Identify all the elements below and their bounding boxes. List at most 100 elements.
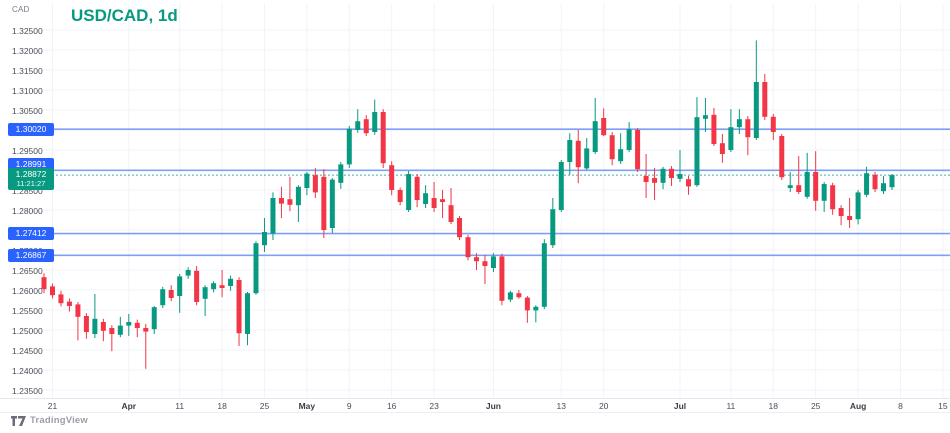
candle[interactable] xyxy=(287,176,293,212)
candle[interactable] xyxy=(465,234,471,261)
candle[interactable] xyxy=(66,298,72,312)
candle[interactable] xyxy=(151,306,157,334)
candle[interactable] xyxy=(694,97,700,187)
candle[interactable] xyxy=(448,188,454,224)
candle[interactable] xyxy=(168,285,174,302)
price-level-badge[interactable]: 1.27412 xyxy=(8,227,54,241)
candle[interactable] xyxy=(406,170,412,212)
candle[interactable] xyxy=(245,292,251,346)
candle[interactable] xyxy=(770,114,776,140)
candle[interactable] xyxy=(881,176,887,194)
candle[interactable] xyxy=(635,128,641,172)
candle[interactable] xyxy=(83,313,89,339)
candle[interactable] xyxy=(134,319,140,338)
candle[interactable] xyxy=(338,162,344,189)
candle[interactable] xyxy=(473,253,479,270)
candle[interactable] xyxy=(660,166,666,190)
candle[interactable] xyxy=(838,205,844,226)
candle[interactable] xyxy=(202,285,208,316)
candle[interactable] xyxy=(745,116,751,156)
candle[interactable] xyxy=(652,168,658,200)
candle[interactable] xyxy=(677,150,683,182)
candle[interactable] xyxy=(58,290,64,307)
candle[interactable] xyxy=(719,134,725,163)
candle[interactable] xyxy=(685,176,691,195)
candle[interactable] xyxy=(117,316,123,338)
candle[interactable] xyxy=(643,154,649,198)
candle[interactable] xyxy=(626,122,632,152)
candle[interactable] xyxy=(601,108,607,136)
candle[interactable] xyxy=(312,168,318,198)
candle[interactable] xyxy=(558,160,564,212)
candle[interactable] xyxy=(584,138,590,170)
candle[interactable] xyxy=(753,40,759,140)
candle[interactable] xyxy=(329,178,335,234)
candle[interactable] xyxy=(49,283,55,299)
candle[interactable] xyxy=(253,241,259,295)
candle[interactable] xyxy=(177,274,183,313)
price-level-badge[interactable]: 1.28991 xyxy=(8,157,54,171)
candle[interactable] xyxy=(304,172,310,196)
candle[interactable] xyxy=(567,133,573,175)
price-lines-layer[interactable] xyxy=(8,128,950,257)
candle[interactable] xyxy=(533,305,539,323)
candle[interactable] xyxy=(796,156,802,194)
candle[interactable] xyxy=(100,318,106,342)
candle[interactable] xyxy=(355,109,361,133)
candle[interactable] xyxy=(236,277,242,346)
candle[interactable] xyxy=(813,151,819,211)
candle[interactable] xyxy=(592,98,598,154)
candle[interactable] xyxy=(575,130,581,184)
candle[interactable] xyxy=(41,273,47,294)
symbol-title[interactable]: USD/CAD, 1d xyxy=(71,6,178,25)
candle[interactable] xyxy=(160,286,166,308)
candle[interactable] xyxy=(804,152,810,199)
candle[interactable] xyxy=(711,108,717,146)
candle[interactable] xyxy=(295,185,301,222)
candle[interactable] xyxy=(872,172,878,192)
candle[interactable] xyxy=(423,185,429,208)
candle[interactable] xyxy=(431,182,437,212)
tradingview-logo[interactable]: TradingView xyxy=(11,415,88,426)
candle[interactable] xyxy=(278,186,284,218)
candle[interactable] xyxy=(482,254,488,284)
candle[interactable] xyxy=(440,190,446,218)
candle[interactable] xyxy=(618,133,624,164)
candle[interactable] xyxy=(728,109,734,152)
candle[interactable] xyxy=(779,134,785,180)
candle[interactable] xyxy=(211,281,217,293)
candle[interactable] xyxy=(75,302,81,341)
price-level-badge[interactable]: 1.26867 xyxy=(8,248,54,262)
candle[interactable] xyxy=(92,294,98,338)
candle[interactable] xyxy=(787,172,793,192)
candle[interactable] xyxy=(702,98,708,132)
candle[interactable] xyxy=(261,218,267,252)
candle[interactable] xyxy=(389,161,395,196)
candle[interactable] xyxy=(762,74,768,120)
candle[interactable] xyxy=(346,126,352,168)
candle[interactable] xyxy=(847,198,853,228)
candle[interactable] xyxy=(143,324,149,369)
candle[interactable] xyxy=(507,290,513,302)
candle[interactable] xyxy=(516,290,522,299)
candle[interactable] xyxy=(109,325,115,352)
candle[interactable] xyxy=(550,198,556,248)
candle[interactable] xyxy=(736,109,742,134)
candle[interactable] xyxy=(397,187,403,206)
candle[interactable] xyxy=(457,216,463,240)
candle[interactable] xyxy=(185,267,191,279)
candle[interactable] xyxy=(126,314,132,336)
candle[interactable] xyxy=(855,190,861,225)
candle[interactable] xyxy=(499,253,505,306)
candle[interactable] xyxy=(270,192,276,240)
candle[interactable] xyxy=(830,182,836,215)
candle[interactable] xyxy=(821,182,827,212)
candle[interactable] xyxy=(372,99,378,135)
candle[interactable] xyxy=(363,115,369,136)
candle[interactable] xyxy=(609,132,615,166)
candles-layer[interactable] xyxy=(41,40,895,369)
candle[interactable] xyxy=(524,296,530,323)
candle[interactable] xyxy=(669,166,675,186)
candle[interactable] xyxy=(889,174,895,190)
